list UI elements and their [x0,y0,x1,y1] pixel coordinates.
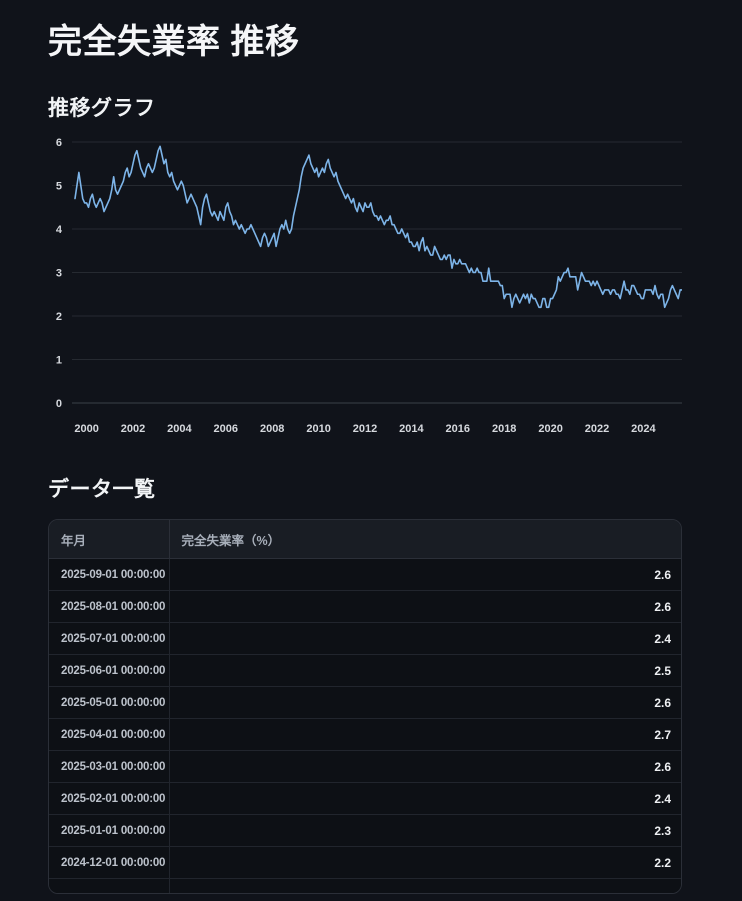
y-tick-label: 2 [56,311,62,323]
y-tick-label: 4 [56,224,63,236]
x-tick-label: 2014 [399,423,424,435]
y-tick-label: 0 [56,398,62,410]
y-tick-label: 1 [56,354,62,366]
graph-section-heading: 推移グラフ [48,96,156,120]
cell-rate-value: 2.6 [168,558,681,591]
table-row: 2025-04-01 00:00:00 2.7 [49,718,681,751]
cell-date: 2025-01-01 00:00:00 [49,814,169,847]
x-tick-label: 2002 [121,423,145,435]
page-title: 完全失業率 推移 [48,23,300,61]
data-table-card: 年月 完全失業率（%） 2025-09-01 00:00:00 2.6 2025-0… [48,519,682,895]
x-tick-label: 2022 [585,423,609,435]
table-empty-row [49,878,681,894]
cell-rate-value: 2.2 [168,846,681,879]
x-tick-label: 2010 [306,423,330,435]
unemployment-rate-line [74,145,682,309]
page: 完全失業率 推移 推移グラフ 0 1 2 3 4 5 6 2000 2002 2004 2006 20… [0,22,742,895]
x-tick-label: 2000 [74,423,98,435]
cell-date: 2025-04-01 00:00:00 [49,718,169,751]
cell-date: 2025-08-01 00:00:00 [49,590,169,623]
cell-date: 2025-02-01 00:00:00 [49,782,169,815]
x-tick-label: 2024 [631,423,656,435]
cell-date: 2025-09-01 00:00:00 [49,558,169,591]
table-row: 2025-01-01 00:00:00 2.3 [49,814,681,847]
y-tick-label: 5 [56,180,62,192]
x-tick-label: 2012 [353,423,377,435]
table-row: 2025-08-01 00:00:00 2.6 [49,590,681,623]
data-section-heading: データ一覧 [48,477,156,501]
cell-date: 2024-12-01 00:00:00 [49,846,169,879]
x-tick-label: 2016 [446,423,470,435]
column-header-date: 年月 [49,520,169,560]
cell-rate-value: 2.7 [168,718,681,751]
x-tick-label: 2004 [167,423,192,435]
table-header-row: 年月 完全失業率（%） [49,520,681,560]
cell-rate-value: 2.4 [168,782,681,815]
data-table: 年月 完全失業率（%） 2025-09-01 00:00:00 2.6 2025-0… [49,520,681,894]
cell-rate-value: 2.6 [168,686,681,719]
cell-date: 2025-03-01 00:00:00 [49,750,169,783]
table-row: 2025-05-01 00:00:00 2.6 [49,686,681,719]
cell-rate-value: 2.6 [168,750,681,783]
column-header-rate: 完全失業率（%） [168,520,681,560]
table-row: 2025-07-01 00:00:00 2.4 [49,622,681,655]
table-row: 2024-12-01 00:00:00 2.2 [49,846,681,879]
table-row: 2025-06-01 00:00:00 2.5 [49,654,681,687]
cell-rate-value: 2.4 [168,622,681,655]
cell-date: 2025-05-01 00:00:00 [49,686,169,719]
cell-date: 2025-07-01 00:00:00 [49,622,169,655]
table-row: 2025-03-01 00:00:00 2.6 [49,750,681,783]
x-tick-label: 2006 [214,423,238,435]
y-tick-label: 3 [56,267,62,279]
cell-rate-value: 2.3 [168,814,681,847]
x-tick-label: 2018 [492,423,516,435]
cell-date: 2025-06-01 00:00:00 [49,654,169,687]
trend-chart: 0 1 2 3 4 5 6 2000 2002 2004 2006 2008 2010 2012 2014 2… [48,131,682,441]
x-tick-label: 2020 [538,423,562,435]
table-row: 2025-09-01 00:00:00 2.6 [49,558,681,591]
table-row: 2025-02-01 00:00:00 2.4 [49,782,681,815]
cell-rate-value: 2.5 [168,654,681,687]
cell-rate-empty [168,878,681,894]
cell-rate-value: 2.6 [168,590,681,623]
cell-date-empty [49,878,169,894]
y-tick-label: 6 [56,137,62,149]
trend-chart-svg: 0 1 2 3 4 5 6 2000 2002 2004 2006 2008 2010 2012 2014 2… [56,137,682,435]
x-tick-label: 2008 [260,423,284,435]
